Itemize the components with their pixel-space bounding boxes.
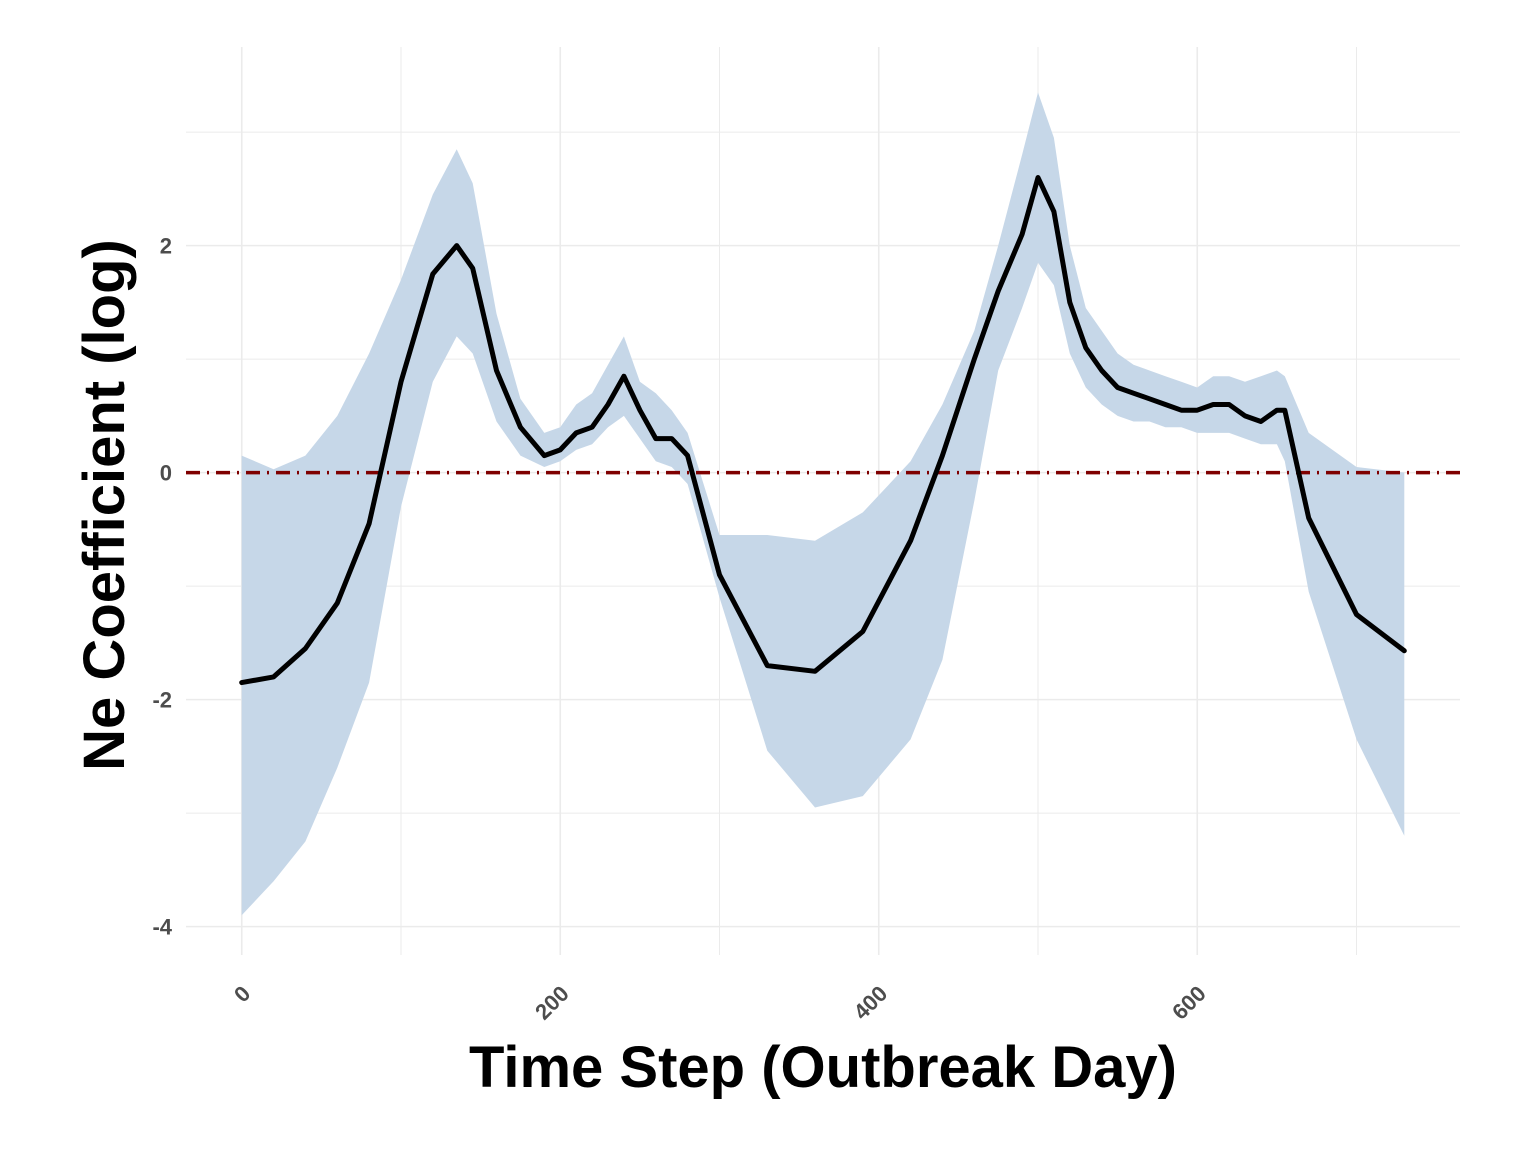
estimate-line	[239, 175, 1407, 686]
y-tick-labels: -4 -2 0 2	[152, 234, 172, 940]
x-axis-title: Time Step (Outbreak Day)	[469, 1035, 1177, 1100]
x-tick-label: 0	[229, 981, 255, 1007]
y-tick-label: -4	[152, 915, 172, 940]
x-tick-label: 200	[530, 981, 574, 1025]
x-tick-labels: 0 200 400 600	[229, 981, 1211, 1025]
x-tick-label: 400	[849, 981, 893, 1025]
y-tick-label: -2	[152, 688, 172, 713]
y-tick-label: 0	[160, 461, 172, 486]
x-tick-label: 600	[1167, 981, 1211, 1025]
y-tick-label: 2	[160, 234, 172, 259]
confidence-band	[241, 92, 1405, 916]
y-axis-title: Ne Coefficient (log)	[72, 239, 137, 771]
